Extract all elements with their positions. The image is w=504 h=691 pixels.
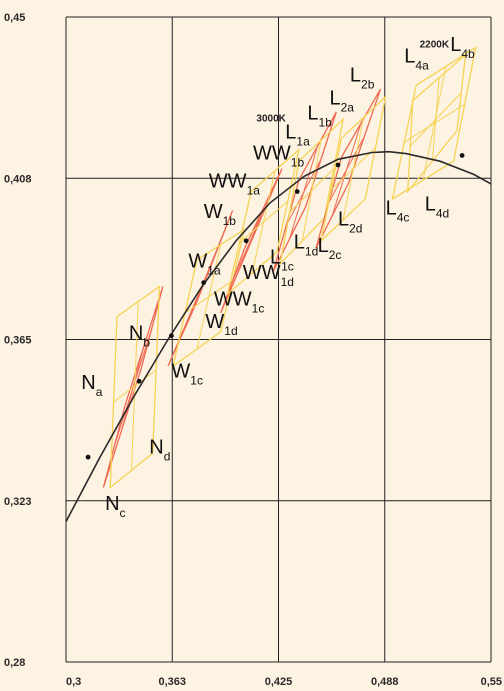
bin-divider — [330, 147, 376, 190]
bin-divider — [289, 168, 335, 213]
bin-divider — [239, 200, 289, 244]
bin-divider — [113, 369, 157, 403]
planckian-curve — [65, 150, 492, 522]
bin-label-l1d: L1d — [294, 231, 318, 258]
bin-label-w1d: W1d — [205, 311, 237, 338]
cct-label-3000k: 3000K — [256, 113, 286, 124]
x-tick-label: 0,3 — [66, 676, 81, 688]
bin-label-l1b: L1b — [307, 102, 332, 129]
bin-label-l2c: L2c — [318, 235, 342, 262]
bin-label-l1a: L1a — [285, 121, 310, 148]
data-point — [169, 333, 174, 339]
y-tick-label: 0,323 — [4, 496, 32, 508]
bin-label-l4a: L4a — [404, 46, 429, 73]
bin-label-l2a: L2a — [330, 87, 355, 114]
y-tick-label: 0,28 — [4, 657, 25, 669]
x-tick-label: 0,363 — [158, 676, 186, 688]
bin-label-l4d: L4d — [425, 194, 449, 221]
bin-divider — [409, 92, 462, 147]
bin-label-ww1b: WW1b — [253, 142, 304, 169]
data-point — [294, 189, 300, 194]
bin-label-ww1d: WW1d — [243, 262, 294, 289]
x-tick-label: 0,425 — [265, 676, 293, 688]
cct-labels: 3000K 2200K — [256, 39, 449, 124]
data-point — [243, 238, 249, 244]
data-point — [335, 162, 341, 168]
data-point — [459, 153, 465, 158]
bin-l4-inner — [406, 53, 467, 194]
tick-labels: 0,3 0,363 0,425 0,488 0,55 0,45 0,408 0,365 0,32… — [4, 12, 502, 688]
grid — [65, 16, 492, 663]
bin-l4 — [391, 46, 477, 201]
y-tick-label: 0,408 — [4, 173, 32, 185]
bin-label-l2b: L2b — [350, 65, 375, 92]
bin-w-high — [172, 228, 246, 368]
bin-divider — [232, 200, 269, 281]
planckian-locus — [65, 150, 492, 522]
bin-label-nd: Nd — [149, 436, 170, 463]
bin-quadrangles — [102, 46, 477, 489]
bin-label-l4b: L4b — [450, 34, 475, 61]
data-point — [201, 280, 207, 285]
bin-n-high — [109, 285, 161, 489]
bin-divider — [184, 280, 233, 314]
bin-label-ww1a: WW1a — [209, 171, 260, 198]
x-tick-label: 0,55 — [481, 676, 502, 688]
bin-label-l2d: L2d — [338, 209, 362, 236]
bin-label-w1a: W1a — [188, 250, 221, 277]
bin-divider — [328, 136, 365, 204]
bin-label-w1c: W1c — [171, 360, 203, 387]
bin-label-w1b: W1b — [204, 201, 237, 228]
cct-label-2200k: 2200K — [420, 39, 450, 50]
bin-ww-yellow — [226, 148, 300, 296]
bin-label-l1c: L1c — [270, 247, 294, 274]
bin-label-ww1c: WW1c — [214, 288, 264, 315]
y-tick-label: 0,45 — [4, 12, 25, 24]
locus-points — [85, 153, 465, 460]
bin-label-nc: Nc — [105, 493, 125, 520]
bin-n-low — [102, 286, 164, 488]
data-point — [136, 378, 142, 384]
bin-label-nb: Nb — [129, 323, 150, 350]
bin-label-l4c: L4c — [386, 197, 410, 224]
bin-l2-yellow — [319, 94, 387, 243]
bin-l1-yellow — [279, 117, 345, 266]
bin-divider — [404, 103, 465, 143]
x-tick-label: 0,488 — [371, 676, 399, 688]
bin-label-na: Na — [81, 372, 102, 399]
data-point — [85, 454, 91, 460]
y-tick-label: 0,365 — [4, 335, 32, 347]
bin-labels: NaNbNcNdW1cW1dW1aW1bWW1aWW1bWW1cWW1dL1aL… — [81, 34, 475, 520]
